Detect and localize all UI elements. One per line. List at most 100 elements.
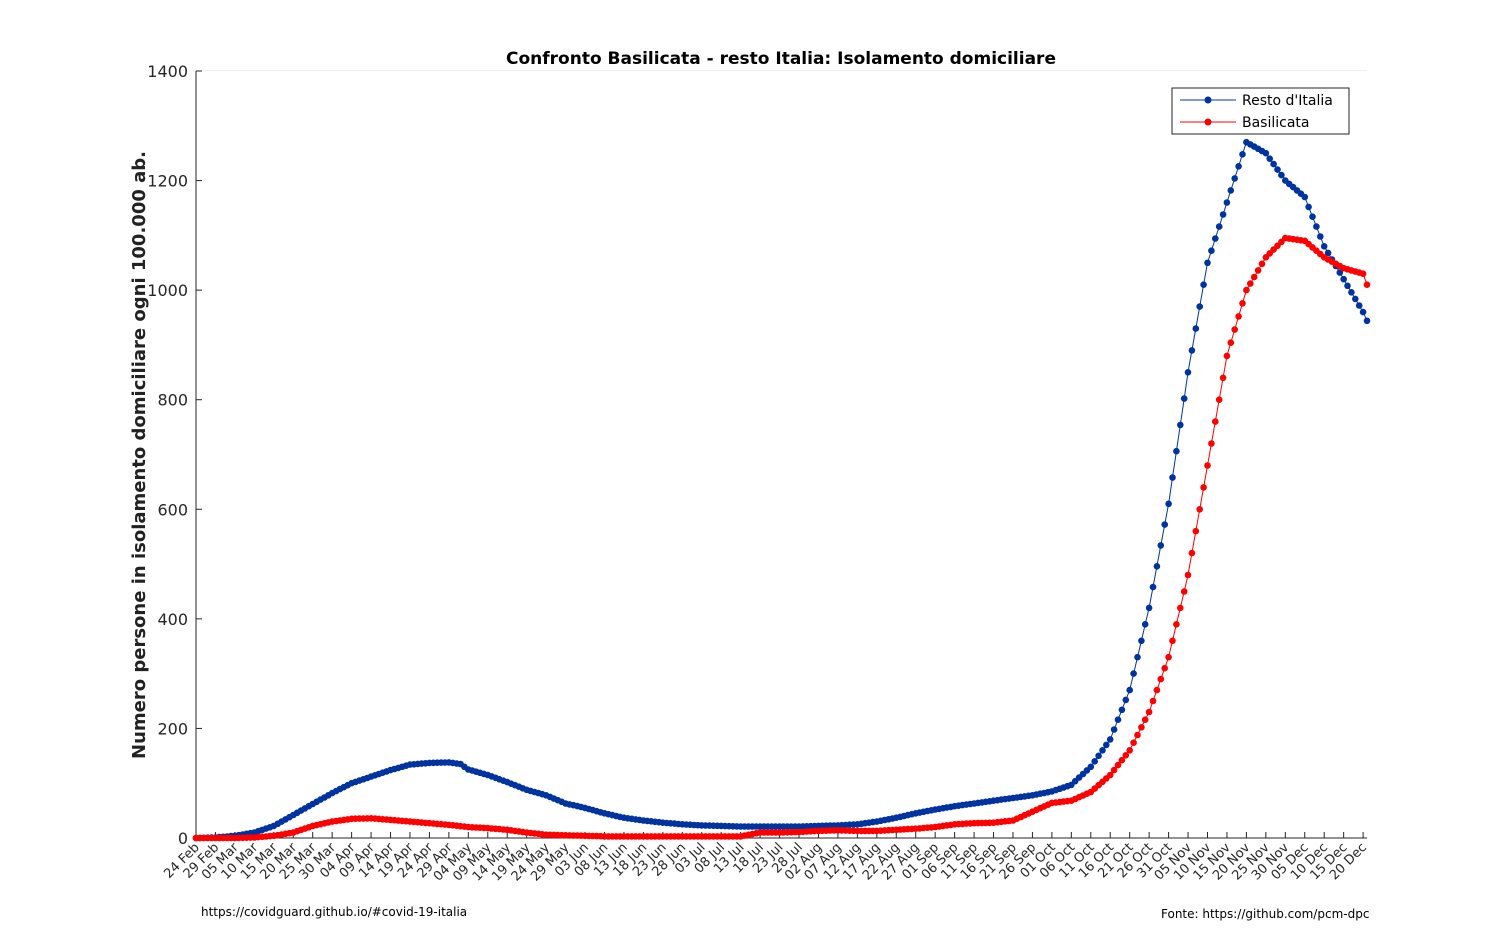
data-point [1278,171,1285,179]
data-point [1106,771,1114,779]
y-tick-label: 1000 [147,281,188,300]
data-point [1126,747,1133,754]
data-point [1363,317,1371,325]
plot-background [196,71,1367,838]
data-point [1359,270,1367,278]
data-point [1134,653,1141,661]
data-point [1177,604,1184,612]
data-point [1153,686,1161,694]
y-tick-label: 1200 [147,172,188,191]
data-point [1180,588,1188,595]
legend-box [1171,87,1350,135]
data-point [1266,155,1273,162]
data-point [1103,741,1110,749]
series-layer [192,138,1371,842]
data-point [1118,756,1126,764]
data-point [1173,447,1180,455]
y-tick-label: 0 [178,829,188,848]
data-point [1110,766,1118,774]
data-point [1239,300,1246,307]
data-point [1348,289,1355,296]
data-point [1320,243,1328,250]
data-point [1134,731,1141,739]
series-resto-italia [192,138,1371,842]
data-point [1262,149,1270,157]
data-point [1219,374,1227,382]
data-point [1359,308,1367,316]
legend-entry: Resto d'Italia [1242,93,1333,109]
data-point [1122,696,1130,704]
data-point [1274,166,1281,173]
data-point [1247,280,1254,287]
data-point [1200,281,1207,289]
data-point [1258,260,1266,268]
data-point [1231,175,1238,182]
data-point [1126,686,1133,694]
data-point [1091,758,1098,765]
y-axis-label: Numero persone in isolamento domiciliare… [129,151,150,759]
y-tick-label: 800 [157,391,188,410]
data-point [1317,233,1324,240]
data-point [1196,303,1203,310]
data-point [1363,281,1371,289]
data-point [1212,418,1219,425]
data-point [1184,369,1192,376]
data-point [1149,697,1157,705]
data-point [1188,347,1196,354]
footer-data-source: Fonte: https://github.com/pcm-dpc [1161,907,1370,921]
data-point [1122,752,1130,759]
data-point [1130,670,1137,677]
data-point [1208,440,1215,447]
data-point [1243,286,1250,294]
data-point [1231,326,1238,333]
data-point [1235,163,1242,170]
data-point [1352,295,1359,303]
data-point [1149,583,1157,591]
data-point [1250,273,1258,281]
legend-entry: Basilicata [1242,115,1310,131]
data-point [1165,653,1172,661]
series-basilicata [192,234,1371,842]
footer-source-url: https://covidguard.github.io/#covid-19-i… [201,905,468,919]
legend-marker [1204,118,1212,126]
data-point [1227,187,1235,194]
data-point [1087,763,1095,771]
data-point [1110,726,1118,733]
data-point [1215,396,1223,404]
data-point [1169,474,1176,481]
data-point [1235,313,1242,320]
data-point [1223,352,1231,360]
data-point [1138,637,1145,645]
data-point [1153,563,1161,570]
data-point [1355,302,1363,309]
data-point [1165,500,1172,508]
legend: Resto d'Italia Basilicata [1171,87,1350,135]
data-point [1309,213,1316,220]
data-point [1313,223,1320,230]
data-point [1227,339,1235,347]
data-point [1340,275,1347,283]
data-point [1188,549,1196,557]
data-point [1204,259,1211,267]
data-point [1305,203,1312,211]
data-point [1114,761,1122,769]
data-point [1114,716,1122,723]
data-point [1239,151,1246,158]
chart-title: Confronto Basilicata - resto Italia: Iso… [506,49,1056,69]
data-point [1336,269,1344,276]
data-point [1223,199,1231,206]
data-point [1204,462,1211,469]
data-point [1180,395,1188,402]
data-point [1324,249,1332,257]
data-point [1157,542,1165,549]
data-point [1212,235,1219,242]
data-point [1095,752,1102,760]
plot-area [196,71,1367,838]
data-point [1192,325,1200,332]
data-point [1145,604,1153,612]
y-tick-label: 600 [157,500,188,519]
data-point [1106,736,1114,743]
y-tick-label: 1400 [147,62,188,81]
data-point [1270,160,1277,168]
data-point [1301,193,1309,201]
